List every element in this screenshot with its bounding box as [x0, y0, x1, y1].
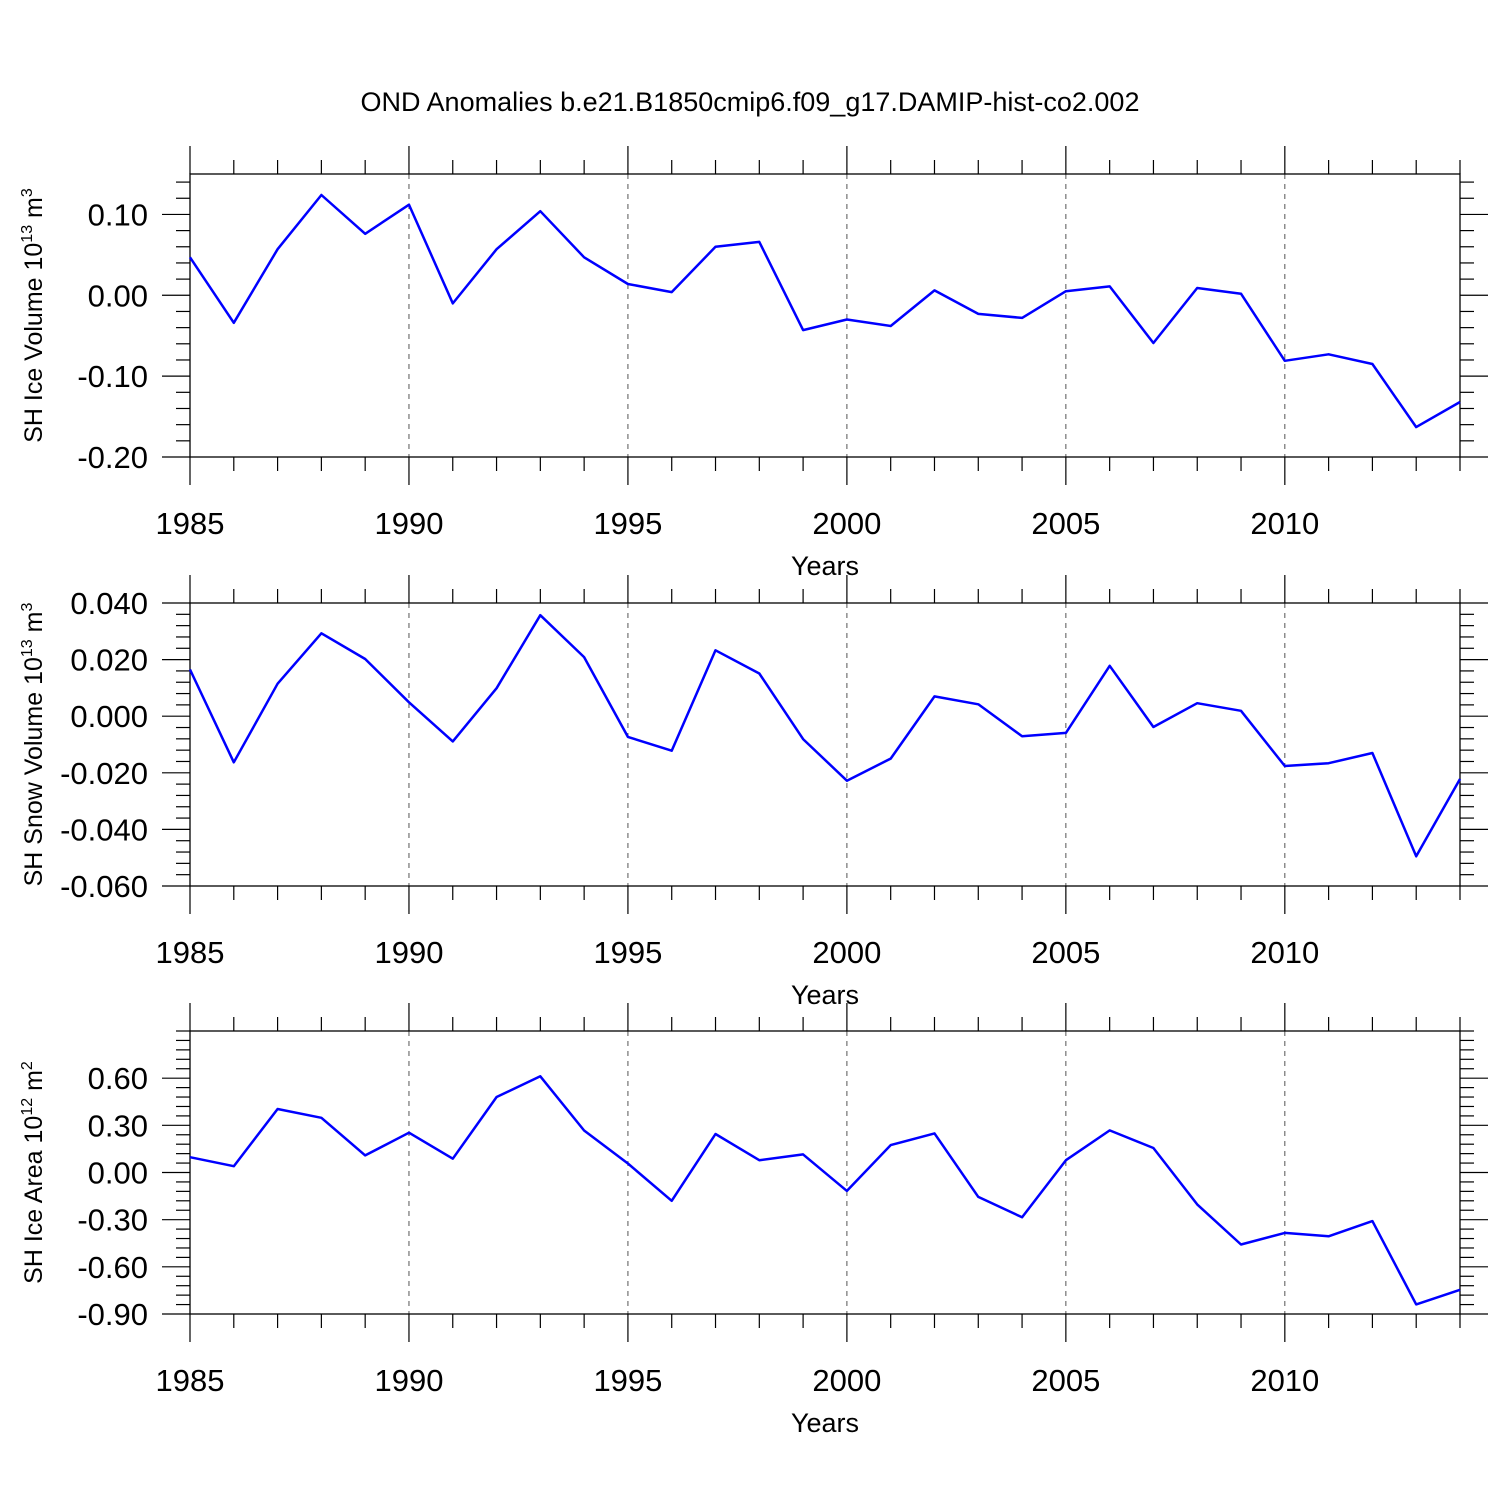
x-tick-label: 2010 [1250, 1363, 1319, 1398]
x-tick-label: 1995 [593, 506, 662, 541]
x-tick-label: 1990 [374, 1363, 443, 1398]
chart-title: OND Anomalies b.e21.B1850cmip6.f09_g17.D… [361, 87, 1140, 117]
y-tick-label: -0.90 [77, 1297, 148, 1332]
x-tick-label: 1985 [156, 506, 225, 541]
x-tick-label: 2005 [1031, 506, 1100, 541]
y-tick-label: -0.60 [77, 1250, 148, 1285]
x-tick-label: 2000 [812, 1363, 881, 1398]
x-tick-label: 2005 [1031, 1363, 1100, 1398]
y-tick-label: 0.040 [70, 586, 148, 621]
x-axis-label: Years [791, 1408, 859, 1438]
x-tick-label: 2000 [812, 506, 881, 541]
x-axis-label: Years [791, 980, 859, 1010]
plot-frame [189, 602, 1461, 887]
y-tick-label: 0.00 [88, 1156, 148, 1191]
y-axis-label: SH Snow Volume 1013 m3 [19, 603, 48, 887]
series-line [188, 193, 1461, 429]
plot-frame [189, 173, 1461, 458]
y-tick-label: -0.040 [60, 812, 148, 847]
y-tick-label: -0.20 [77, 440, 148, 475]
series-line [188, 613, 1462, 858]
y-axis-label: SH Ice Area 1012 m2 [19, 1061, 48, 1284]
x-tick-label: 1990 [374, 935, 443, 970]
x-tick-label: 2010 [1250, 935, 1319, 970]
y-tick-label: 0.00 [88, 278, 148, 313]
series-line [189, 1075, 1461, 1306]
x-tick-label: 2005 [1031, 935, 1100, 970]
x-tick-label: 2010 [1250, 506, 1319, 541]
y-tick-label: -0.060 [60, 869, 148, 904]
x-tick-label: 2000 [812, 935, 881, 970]
x-tick-label: 1990 [374, 506, 443, 541]
y-tick-label: -0.020 [60, 756, 148, 791]
y-tick-label: 0.000 [70, 699, 148, 734]
x-tick-label: 1995 [593, 935, 662, 970]
x-axis-label: Years [791, 551, 859, 581]
x-tick-label: 1985 [156, 935, 225, 970]
x-tick-label: 1985 [156, 1363, 225, 1398]
y-tick-label: 0.020 [70, 643, 148, 678]
x-tick-label: 1995 [593, 1363, 662, 1398]
y-tick-label: -0.10 [77, 359, 148, 394]
y-tick-label: 0.30 [88, 1108, 148, 1143]
y-tick-label: -0.30 [77, 1203, 148, 1238]
y-axis-label: SH Ice Volume 1013 m3 [19, 188, 48, 443]
y-tick-label: 0.60 [88, 1061, 148, 1096]
y-tick-label: 0.10 [88, 197, 148, 232]
